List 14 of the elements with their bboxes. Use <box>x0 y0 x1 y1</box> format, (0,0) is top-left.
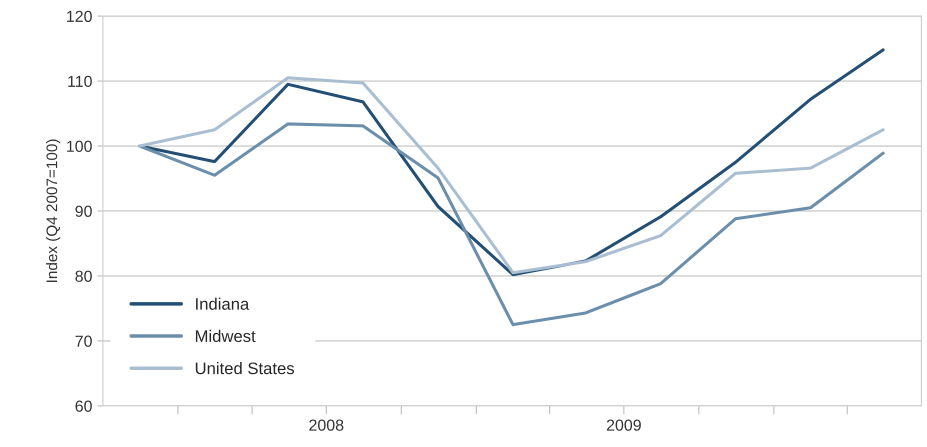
y-tick-label: 60 <box>76 400 92 412</box>
y-tick-label: 110 <box>68 76 92 87</box>
x-tick-label: 2009 <box>606 419 641 431</box>
legend-label: United States <box>196 362 294 374</box>
y-axis-title: Index (Q4 2007=100) <box>46 140 60 282</box>
y-tick-label: 120 <box>67 10 92 22</box>
line-series <box>138 122 885 326</box>
y-tick-label: 70 <box>76 336 92 347</box>
x-tick-label: 2008 <box>309 419 344 431</box>
y-tick-label: 90 <box>75 206 92 217</box>
legend-label: Midwest <box>196 330 256 342</box>
y-tick-label: 80 <box>75 270 92 282</box>
y-tick-label: 100 <box>67 140 92 152</box>
legend-label: Indiana <box>196 298 250 310</box>
